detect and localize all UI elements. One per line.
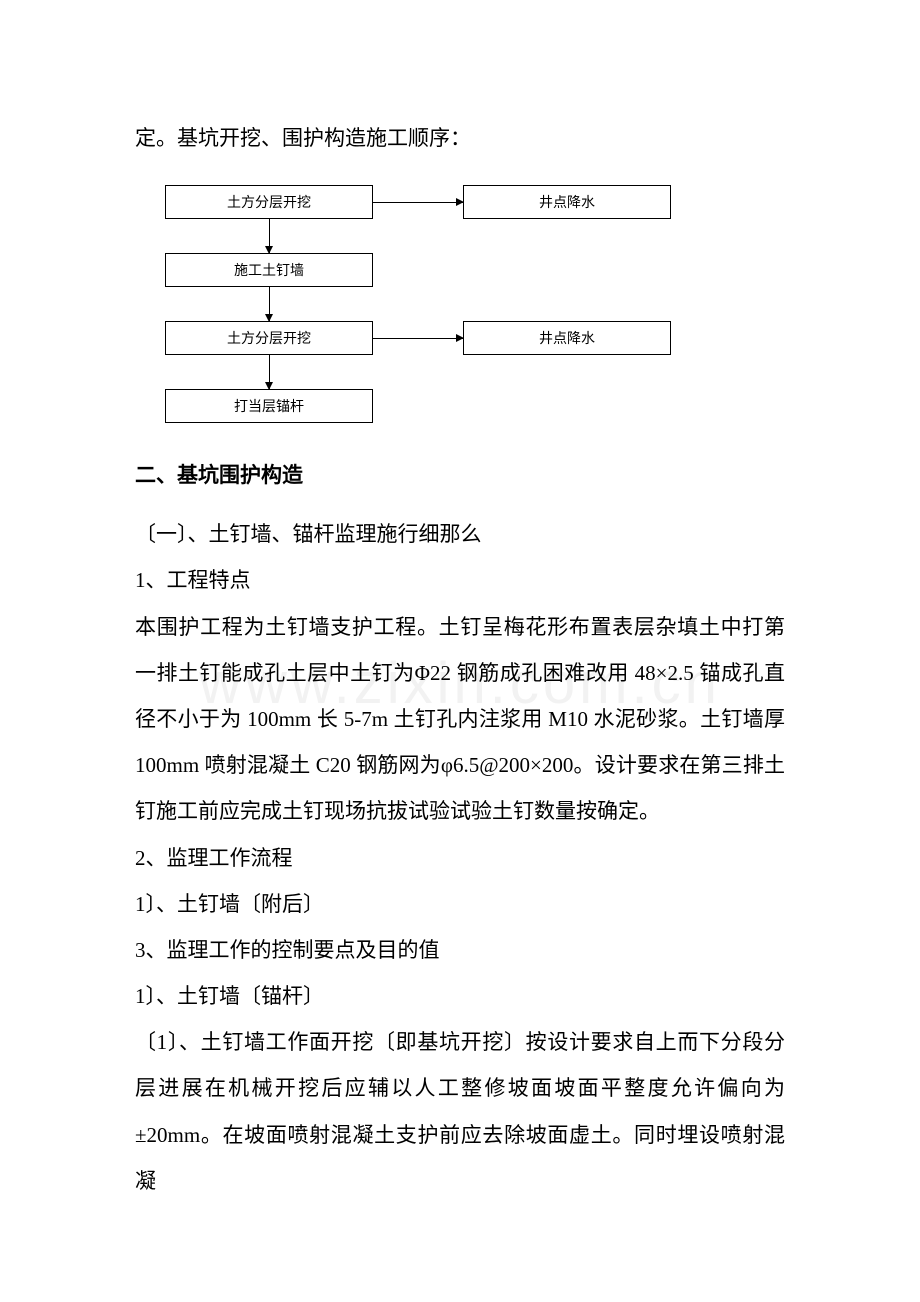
flow-arrow-down-3 — [269, 355, 270, 389]
intro-text: 定。基坑开挖、围护构造施工顺序： — [135, 115, 785, 161]
construction-flowchart: 土方分层开挖 井点降水 施工土钉墙 土方分层开挖 井点降水 打当层锚杆 — [165, 185, 785, 423]
flow-arrow-right-1 — [373, 202, 463, 203]
para-3: 2、监理工作流程 — [135, 835, 785, 881]
para-7: 〔1〕、土钉墙工作面开挖〔即基坑开挖〕按设计要求自上而下分段分层进展在机械开挖后… — [135, 1019, 785, 1204]
flow-node-dewater-1: 井点降水 — [463, 185, 671, 219]
flow-node-anchor: 打当层锚杆 — [165, 389, 373, 423]
flow-node-dewater-2: 井点降水 — [463, 321, 671, 355]
flow-arrow-down-2 — [269, 287, 270, 321]
flow-arrow-right-2 — [373, 338, 463, 339]
para-1: 1、工程特点 — [135, 557, 785, 603]
para-2: 本围护工程为土钉墙支护工程。土钉呈梅花形布置表层杂填土中打第一排土钉能成孔土层中… — [135, 604, 785, 835]
flow-node-excavate-1: 土方分层开挖 — [165, 185, 373, 219]
flow-node-excavate-2: 土方分层开挖 — [165, 321, 373, 355]
para-5: 3、监理工作的控制要点及目的值 — [135, 927, 785, 973]
para-6: 1〕、土钉墙〔锚杆〕 — [135, 973, 785, 1019]
section-heading: 二、基坑围护构造 — [135, 459, 785, 489]
para-0: 〔一〕、土钉墙、锚杆监理施行细那么 — [135, 511, 785, 557]
body-content: 〔一〕、土钉墙、锚杆监理施行细那么 1、工程特点 本围护工程为土钉墙支护工程。土… — [135, 511, 785, 1204]
flow-node-soilnail: 施工土钉墙 — [165, 253, 373, 287]
flow-arrow-down-1 — [269, 219, 270, 253]
para-4: 1〕、土钉墙〔附后〕 — [135, 881, 785, 927]
